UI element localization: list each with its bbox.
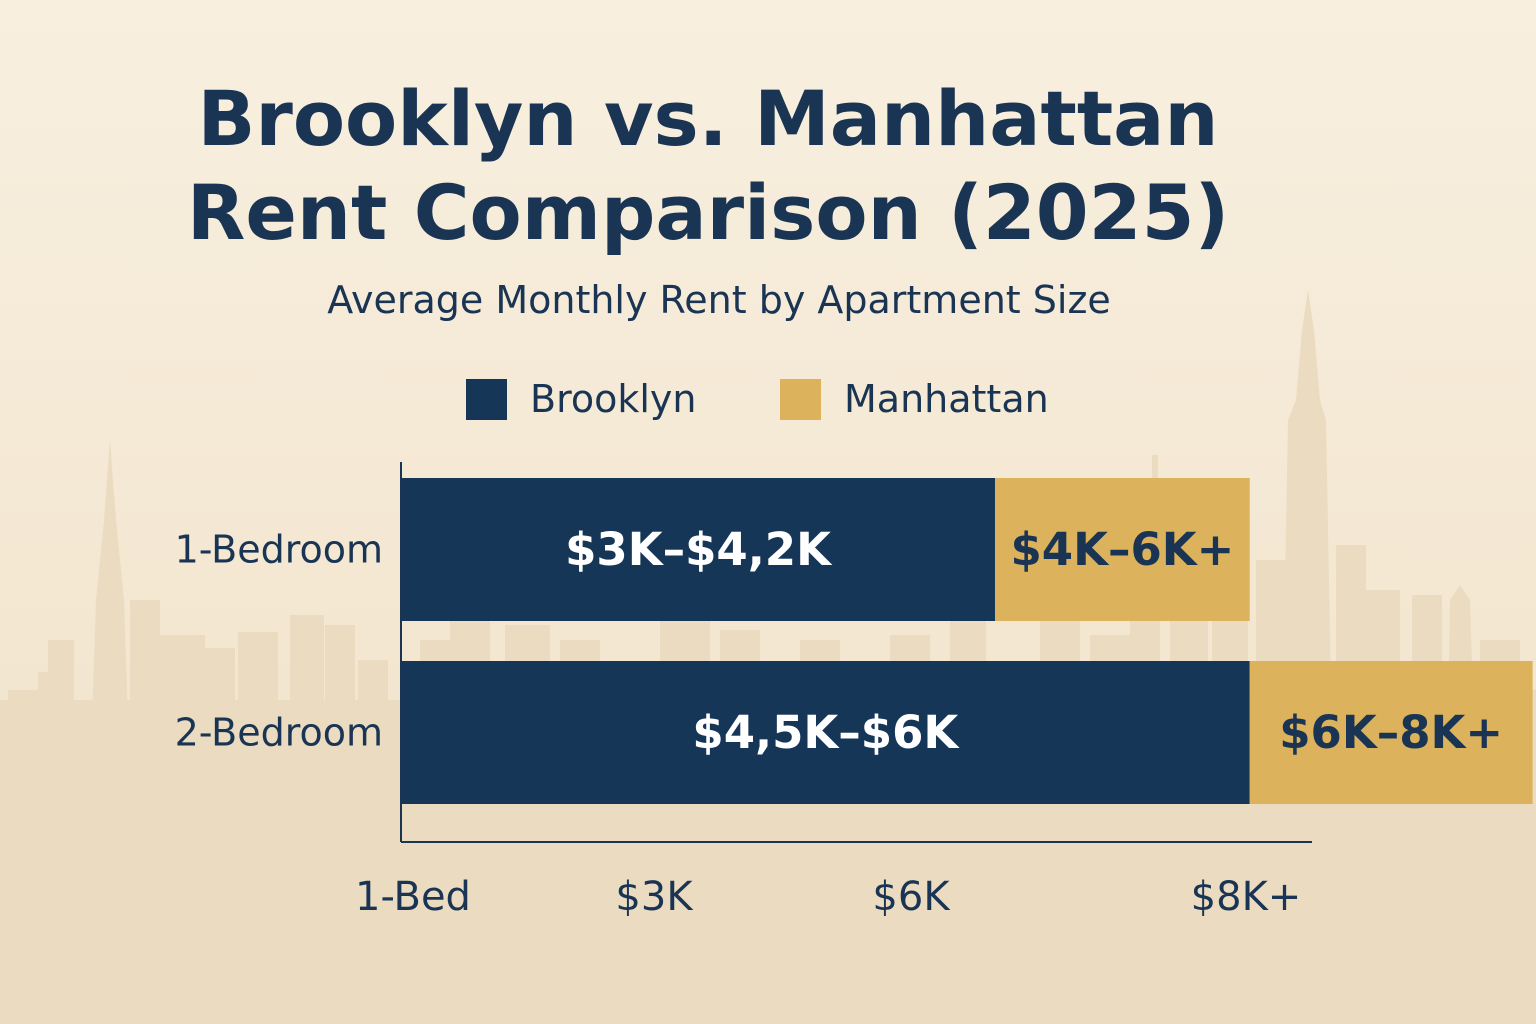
legend-swatch-manhattan [780, 379, 821, 420]
bar-manhattan-1 [995, 478, 1250, 621]
x-tick-label-4: $8K+ [1191, 874, 1302, 920]
category-label-1: 1-Bedroom [175, 528, 383, 572]
category-label-2: 2-Bedroom [175, 711, 383, 755]
chart-legend: Brooklyn Manhattan [0, 376, 1536, 422]
legend-label-brooklyn: Brooklyn [530, 377, 697, 421]
chart-subtitle: Average Monthly Rent by Apartment Size [327, 278, 1111, 322]
bar-brooklyn-2 [401, 661, 1250, 804]
bar-label-manhattan-1: $4K–6K+ [1010, 523, 1234, 576]
chart-title: Brooklyn vs. Manhattan Rent Comparison (… [0, 72, 1416, 260]
bar-label-brooklyn-1: $3K–$4,2K [565, 523, 833, 576]
chart-title-line-1: Brooklyn vs. Manhattan [197, 74, 1219, 163]
legend-swatch-brooklyn [466, 379, 507, 420]
bar-manhattan-2 [1249, 661, 1533, 804]
bar-brooklyn-1 [401, 478, 996, 621]
x-tick-label-3: $6K [872, 874, 951, 920]
x-tick-label-1: 1-Bed [355, 874, 471, 920]
chart-title-line-2: Rent Comparison (2025) [186, 168, 1230, 257]
bar-label-brooklyn-2: $4,5K–$6K [692, 706, 960, 759]
bar-label-manhattan-2: $6K–8K+ [1279, 706, 1503, 759]
legend-label-manhattan: Manhattan [844, 377, 1049, 421]
x-tick-label-2: $3K [615, 874, 694, 920]
